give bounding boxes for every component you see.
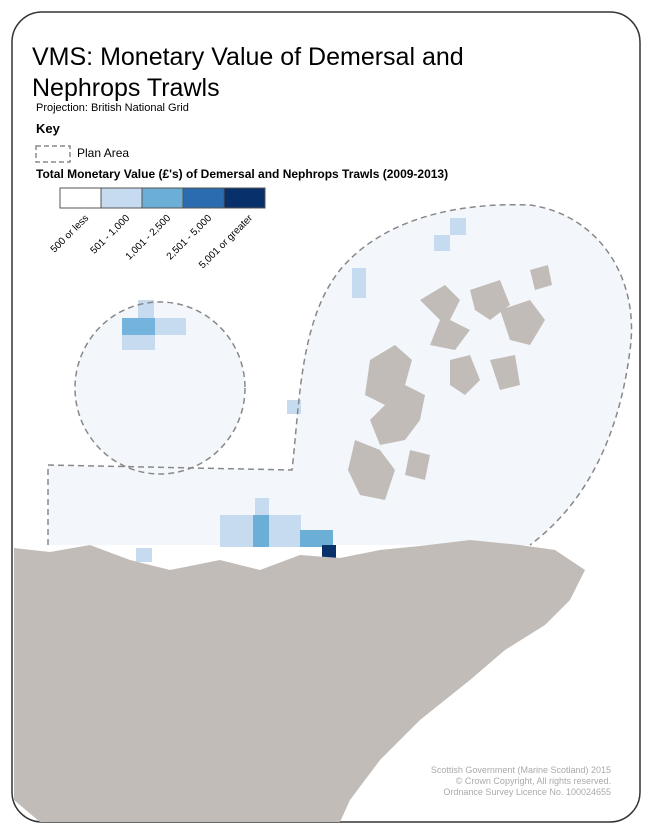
- key-title: Key: [36, 121, 60, 136]
- projection: Projection: British National Grid: [36, 102, 189, 114]
- legend-swatch: [141, 187, 184, 209]
- plan-area-swatch: [35, 145, 71, 163]
- legend-swatch: [100, 187, 143, 209]
- credit: Scottish Government (Marine Scotland) 20…: [430, 765, 611, 775]
- plan-area-outline: [47, 203, 633, 546]
- land: [14, 265, 585, 822]
- legend-swatch: [223, 187, 266, 209]
- credit: © Crown Copyright, All rights reserved.: [455, 776, 611, 786]
- legend-swatch: [182, 187, 225, 209]
- legend-swatch: [59, 187, 102, 209]
- legend-title: Total Monetary Value (£'s) of Demersal a…: [36, 167, 449, 181]
- title: VMS: Monetary Value of Demersal and Neph…: [32, 43, 464, 102]
- credit: Ordnance Survey Licence No. 100024655: [443, 787, 611, 797]
- plan-area-label: Plan Area: [77, 146, 130, 160]
- credits: Scottish Government (Marine Scotland) 20…: [431, 765, 611, 798]
